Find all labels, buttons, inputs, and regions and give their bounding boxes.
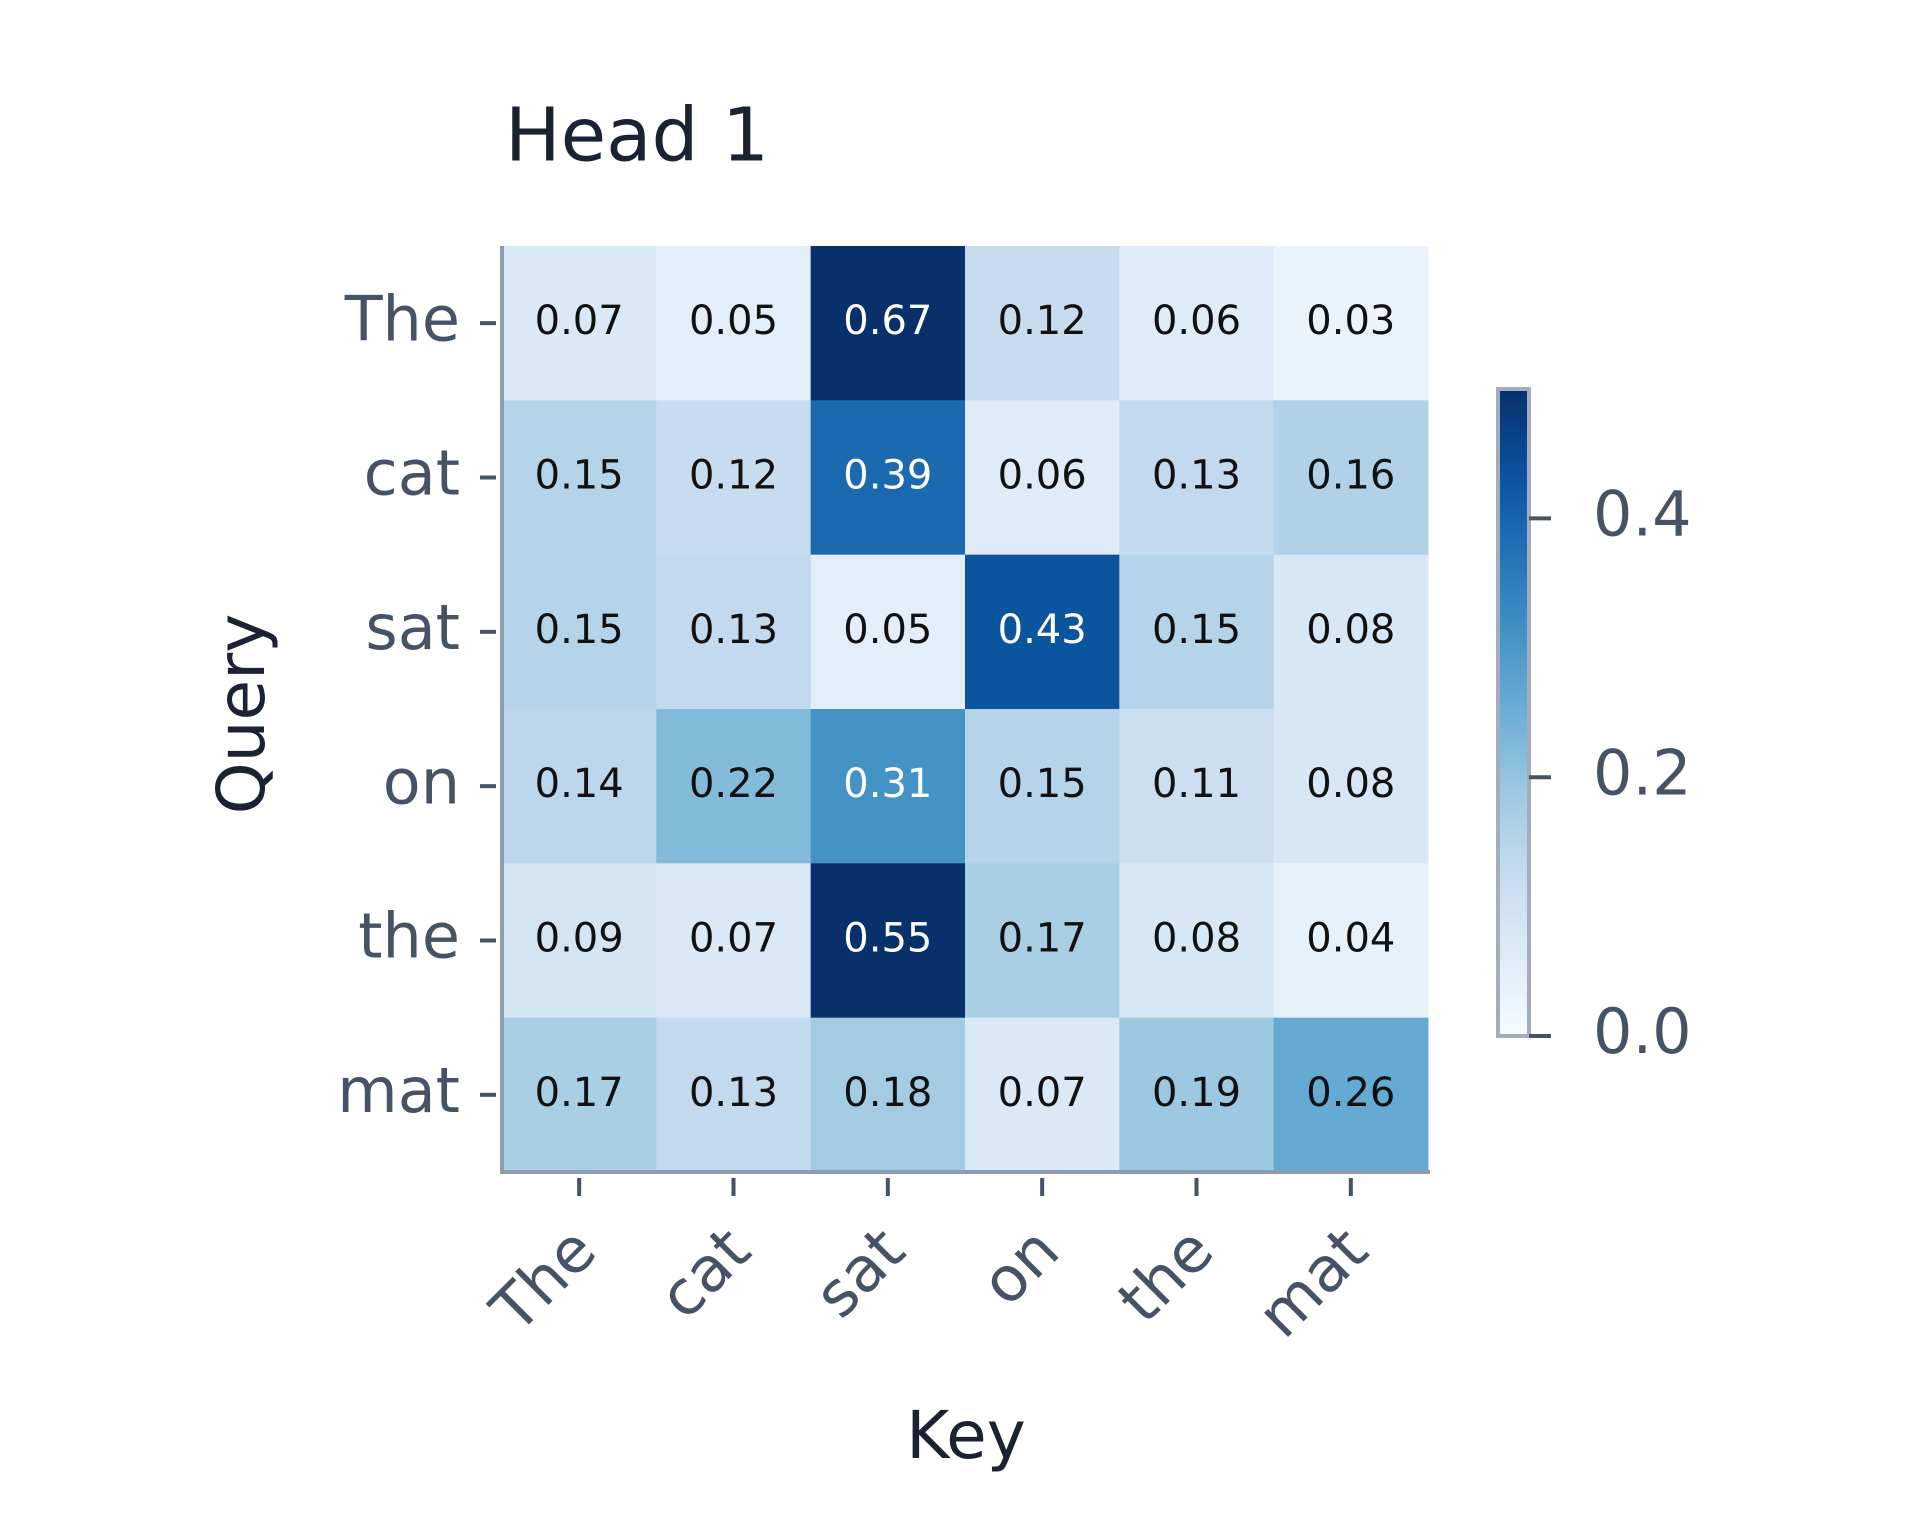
heatmap-cell [656,709,812,864]
cell-value-label: 0.17 [535,1070,624,1116]
y-tick-label: the [358,900,460,973]
y-tick-label: cat [364,437,460,510]
cell-value-label: 0.08 [1306,607,1395,653]
cell-value-label: 0.06 [998,453,1087,499]
x-tick-label: the [1104,1213,1228,1337]
cell-value-label: 0.08 [1306,761,1395,807]
cell-value-label: 0.13 [689,1070,778,1116]
cell-value-label: 0.39 [843,453,932,499]
cell-value-label: 0.19 [1152,1070,1241,1116]
cell-value-label: 0.17 [998,916,1087,962]
colorbar [1496,387,1531,1038]
heatmap-cell [502,400,657,556]
heatmap-cell [965,709,1120,864]
x-tick-label: mat [1243,1213,1381,1351]
heatmap-cell [1119,400,1275,556]
cell-value-label: 0.07 [689,916,778,962]
cell-value-label: 0.22 [689,761,778,807]
cell-value-label: 0.15 [1152,607,1241,653]
y-tick-label: The [344,282,460,355]
cell-value-label: 0.05 [689,298,778,344]
cell-value-label: 0.11 [1152,761,1241,807]
cell-value-label: 0.08 [1152,916,1241,962]
cell-value-label: 0.14 [535,761,624,807]
colorbar-tick-label: 0.4 [1593,477,1692,550]
heatmap-cell [810,709,966,864]
heatmap-cell [1119,709,1275,864]
heatmap-cell [965,1017,1120,1173]
heatmap-cell [1273,1017,1429,1173]
y-axis-label: Query [203,614,280,815]
x-tick-label: cat [644,1213,764,1333]
cell-value-label: 0.03 [1306,298,1395,344]
heatmap-cell [965,400,1120,556]
cell-value-label: 0.15 [998,761,1087,807]
heatmap-cell [810,554,966,710]
cell-value-label: 0.26 [1306,1070,1395,1116]
heatmap-cell [1119,554,1275,710]
cell-value-label: 0.13 [689,607,778,653]
heatmap-cell [502,709,657,864]
heatmap-cell [965,863,1120,1019]
heatmap-cell [656,863,812,1019]
cell-value-label: 0.04 [1306,916,1395,962]
heatmap-cell [1273,554,1429,710]
cell-value-label: 0.18 [843,1070,932,1116]
cell-value-label: 0.05 [843,607,932,653]
cell-value-label: 0.09 [535,916,624,962]
heatmap-cell [656,1017,812,1173]
y-tick-label: mat [337,1054,460,1127]
cell-value-label: 0.07 [535,298,624,344]
heatmap-cell [656,554,812,710]
heatmap-cell [965,554,1120,710]
colorbar-tick-label: 0.2 [1593,736,1692,809]
heatmap-cell [1273,709,1429,864]
heatmap-cell [810,246,966,401]
cell-value-label: 0.67 [843,298,932,344]
y-tick-label: on [383,745,460,818]
cell-value-label: 0.12 [998,298,1087,344]
heatmap-cell [656,400,812,556]
cell-value-label: 0.12 [689,453,778,499]
cell-value-label: 0.06 [1152,298,1241,344]
heatmap-cell [810,863,966,1019]
x-axis-label: Key [906,1397,1026,1474]
chart-title: Head 1 [505,93,769,179]
cell-value-label: 0.55 [843,916,932,962]
cell-value-label: 0.07 [998,1070,1087,1116]
x-tick-label: The [476,1213,610,1347]
colorbar-tick-label: 0.0 [1593,995,1692,1068]
heatmap-cell [502,554,657,710]
heatmap-cell [965,246,1120,401]
heatmap-cell [1273,863,1429,1019]
x-tick-label: sat [800,1213,919,1332]
heatmap-cell [1273,246,1429,401]
heatmap-cell [810,1017,966,1173]
heatmap-cell [1273,400,1429,556]
cell-value-label: 0.15 [535,607,624,653]
x-tick-label: on [967,1213,1073,1319]
cell-value-label: 0.31 [843,761,932,807]
heatmap-cell [1119,246,1275,401]
cell-value-label: 0.15 [535,453,624,499]
y-tick-label: sat [365,591,460,664]
heatmap-cell [502,863,657,1019]
heatmap-cell [502,1017,657,1173]
cell-value-label: 0.43 [998,607,1087,653]
heatmap-cell [1119,1017,1275,1173]
heatmap-cell [502,246,657,401]
cell-value-label: 0.16 [1306,453,1395,499]
heatmap-cell [810,400,966,556]
heatmap-cell [1119,863,1275,1019]
heatmap-cell [656,246,812,401]
cell-value-label: 0.13 [1152,453,1241,499]
